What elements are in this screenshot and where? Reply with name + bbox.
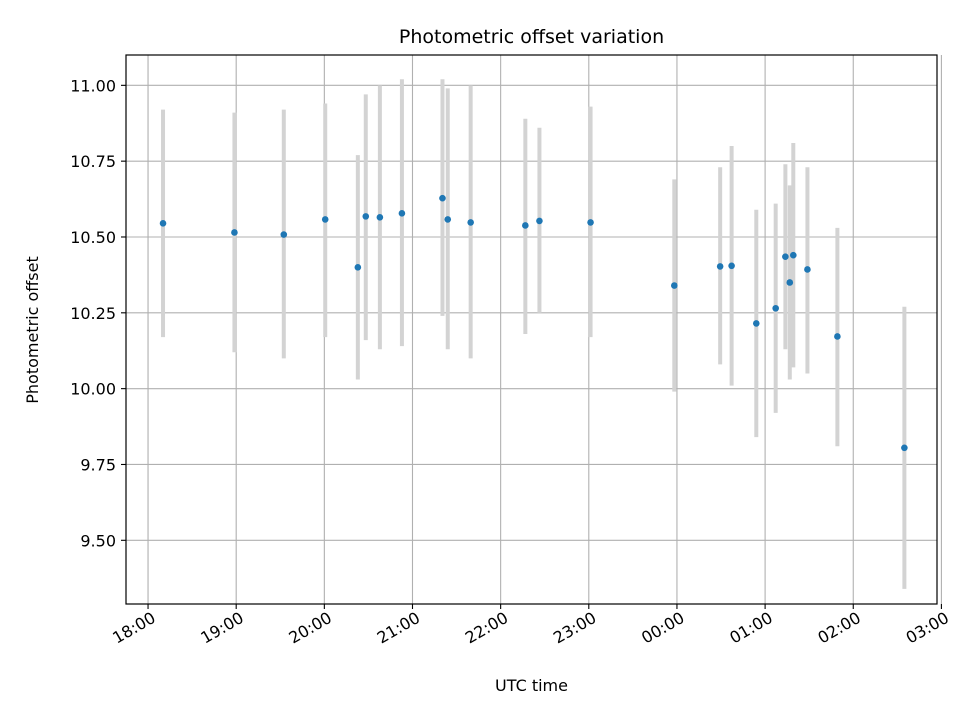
data-point xyxy=(398,210,406,217)
data-point xyxy=(522,222,529,229)
axes-frame xyxy=(125,54,938,605)
data-point xyxy=(790,251,797,259)
data-point xyxy=(728,262,735,270)
data-point xyxy=(901,444,908,452)
data-point xyxy=(716,263,724,270)
data-point xyxy=(159,220,167,227)
y-axis-ticks: 9.50 9.75 10.00 10.25 10.50 10.75 11.00 xyxy=(70,76,126,550)
y-tick-label: 9.50 xyxy=(80,531,116,550)
y-tick-label: 10.00 xyxy=(70,380,116,399)
data-point xyxy=(671,282,678,289)
point-layer xyxy=(159,194,908,452)
data-point xyxy=(772,304,779,312)
x-axis-label: UTC time xyxy=(495,676,568,695)
data-point xyxy=(786,279,794,286)
data-point xyxy=(376,213,384,221)
y-tick-label: 9.75 xyxy=(80,455,116,474)
data-point xyxy=(439,194,446,202)
data-point xyxy=(804,266,811,273)
data-point xyxy=(231,229,238,236)
chart-title: Photometric offset variation xyxy=(399,26,664,48)
data-point xyxy=(321,216,329,223)
y-tick-label: 10.50 xyxy=(70,228,116,247)
data-point xyxy=(752,320,760,327)
data-point xyxy=(467,219,474,226)
data-point xyxy=(280,231,288,238)
y-tick-label: 10.25 xyxy=(70,304,116,323)
data-point xyxy=(362,213,370,220)
y-axis-label: Photometric offset xyxy=(23,256,42,404)
y-tick-label: 10.75 xyxy=(70,152,116,171)
data-point xyxy=(444,216,452,223)
data-point xyxy=(782,253,789,261)
data-point xyxy=(587,219,594,226)
y-tick-label: 11.00 xyxy=(70,76,116,95)
data-point xyxy=(354,264,362,271)
data-point xyxy=(536,217,543,225)
data-point xyxy=(834,333,841,340)
